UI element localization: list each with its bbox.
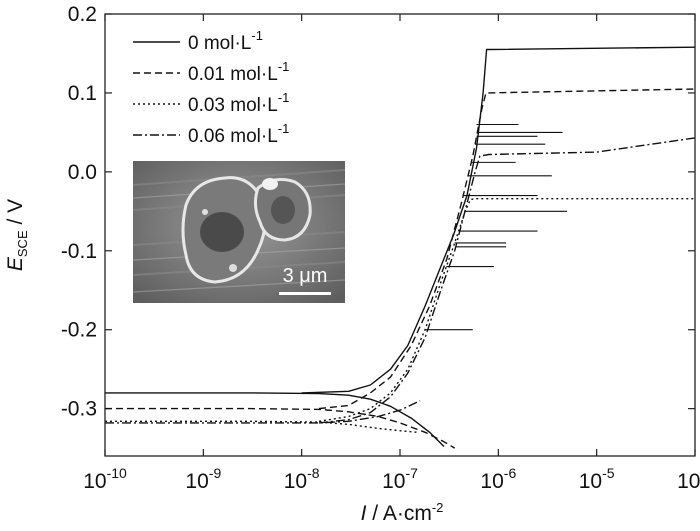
sem-inset-image: 3 μm [132, 161, 346, 303]
x-tick-label: 10-10 [83, 465, 127, 493]
series-line [105, 420, 418, 433]
y-tick-label: 0.2 [68, 3, 97, 26]
y-axis: 0.2 0.1 0.0 -0.1 -0.2 -0.3 [61, 3, 695, 421]
series-line [105, 407, 456, 449]
scale-bar [279, 292, 331, 295]
series-line [318, 88, 696, 410]
x-axis: 10-10 10-9 10-8 10-7 10-6 10-5 10-4 [83, 14, 700, 493]
y-tick-label: 0.1 [68, 82, 97, 105]
x-tick-label: 10-5 [579, 465, 615, 493]
x-tick-label: 10-8 [284, 465, 320, 493]
legend-label: 0.06 mol·L-1 [188, 121, 289, 147]
x-axis-title: I / A·cm-2 [361, 500, 444, 525]
y-tick-label: -0.1 [61, 240, 97, 263]
series-line [301, 46, 696, 394]
series-0 [105, 46, 696, 447]
legend-label: 0 mol·L-1 [188, 28, 263, 54]
y-tick-label: 0.0 [68, 161, 97, 184]
x-tick-label: 10-7 [382, 465, 418, 493]
series-line [105, 400, 421, 424]
x-tick-label: 10-4 [677, 465, 700, 493]
x-tick-label: 10-6 [480, 465, 516, 493]
series-line [318, 198, 695, 422]
legend-label: 0.03 mol·L-1 [188, 90, 289, 116]
y-axis-title: ESCE / V [4, 199, 30, 271]
x-tick-label: 10-9 [185, 465, 221, 493]
curves [105, 46, 696, 449]
series-line [105, 392, 445, 447]
series-line [318, 137, 696, 424]
series-3 [105, 123, 696, 424]
y-tick-label: -0.2 [61, 319, 97, 342]
y-tick-label: -0.3 [61, 398, 97, 421]
legend: 0 mol·L-1 0.01 mol·L-1 0.03 mol·L-1 0.06 mo… [133, 28, 289, 147]
legend-label: 0.01 mol·L-1 [188, 59, 289, 85]
scale-bar-label: 3 μm [283, 265, 328, 287]
series-2 [105, 198, 695, 433]
